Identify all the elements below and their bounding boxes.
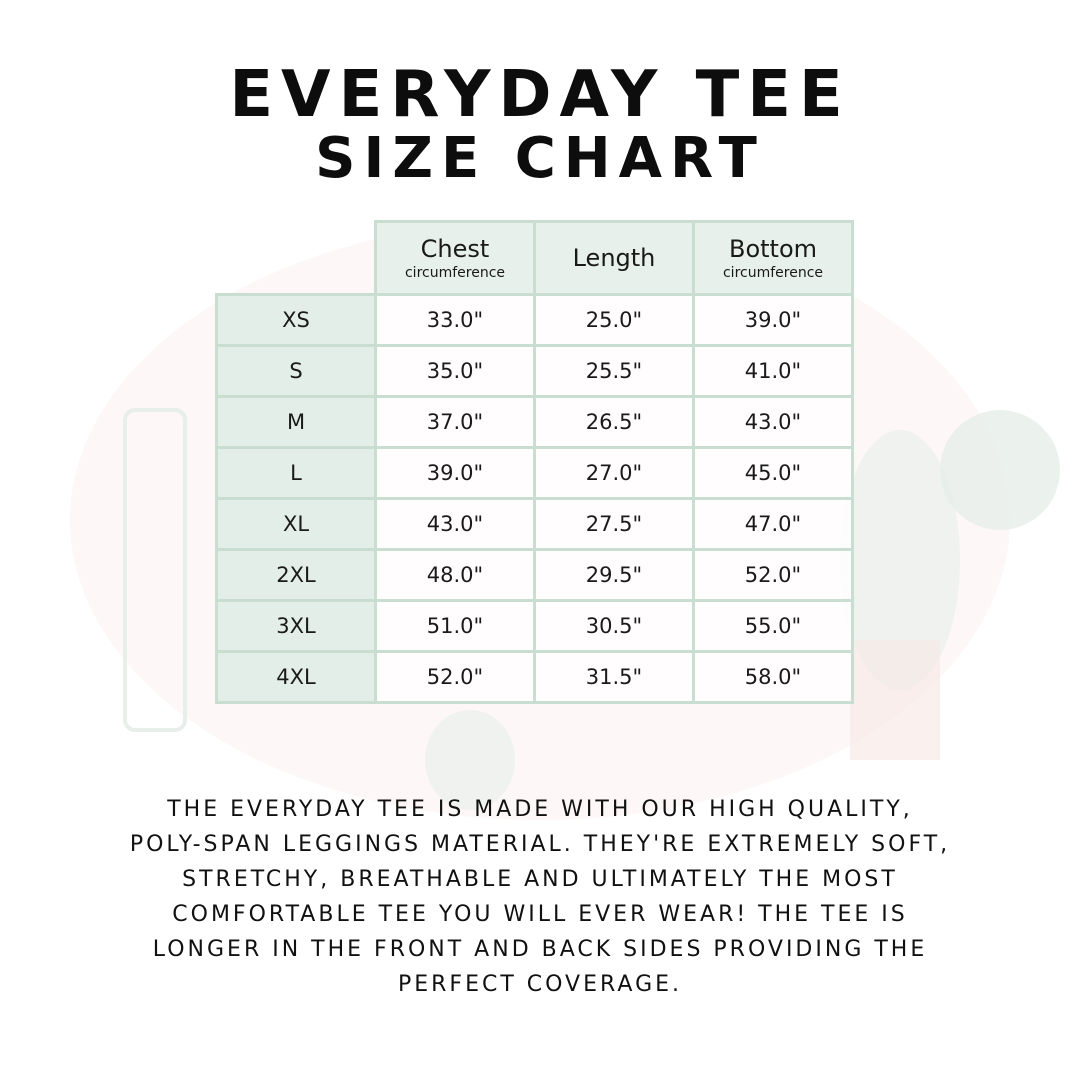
- bottom-cell: 52.0": [692, 548, 854, 602]
- table-row: 4XL 52.0" 31.5" 58.0": [215, 650, 854, 704]
- page-subtitle: SIZE CHART: [315, 126, 765, 191]
- table-row: M 37.0" 26.5" 43.0": [215, 395, 854, 449]
- description-line: The Everyday Tee is made with our high q…: [167, 797, 913, 822]
- description-line: perfect coverage.: [397, 972, 683, 997]
- length-cell: 27.0": [533, 446, 695, 500]
- size-cell: XS: [215, 293, 377, 347]
- length-cell: 25.0": [533, 293, 695, 347]
- header-label: Bottom: [728, 235, 818, 263]
- table-header-row: Chest circumference Length Bottom circumfe…: [217, 220, 854, 296]
- header-chest: Chest circumference: [374, 220, 536, 296]
- chest-cell: 33.0": [374, 293, 536, 347]
- bottom-cell: 47.0": [692, 497, 854, 551]
- description-line: longer in the front and back sides provi…: [152, 937, 928, 962]
- size-cell: XL: [215, 497, 377, 551]
- bottom-cell: 58.0": [692, 650, 854, 704]
- description-line: poly-span leggings material. They're ext…: [129, 832, 951, 857]
- header-sublabel: circumference: [722, 265, 824, 281]
- corner-cell: [217, 222, 376, 295]
- length-cell: 30.5": [533, 599, 695, 653]
- table-row: S 35.0" 25.5" 41.0": [215, 344, 854, 398]
- size-cell: L: [215, 446, 377, 500]
- bottom-cell: 43.0": [692, 395, 854, 449]
- size-cell: 2XL: [215, 548, 377, 602]
- chest-cell: 43.0": [374, 497, 536, 551]
- length-cell: 29.5": [533, 548, 695, 602]
- description-line: stretchy, breathable and ultimately the …: [182, 867, 898, 892]
- size-cell: 3XL: [215, 599, 377, 653]
- header-length: Length: [533, 220, 695, 296]
- header-label: Chest: [420, 235, 490, 263]
- size-cell: S: [215, 344, 377, 398]
- length-cell: 26.5": [533, 395, 695, 449]
- description-line: comfortable tee you will ever wear! The …: [172, 902, 908, 927]
- bottom-cell: 45.0": [692, 446, 854, 500]
- length-cell: 31.5": [533, 650, 695, 704]
- table-row: XS 33.0" 25.0" 39.0": [215, 293, 854, 347]
- chest-cell: 35.0": [374, 344, 536, 398]
- bottom-cell: 39.0": [692, 293, 854, 347]
- chest-cell: 39.0": [374, 446, 536, 500]
- bottom-cell: 55.0": [692, 599, 854, 653]
- table-row: 2XL 48.0" 29.5" 52.0": [215, 548, 854, 602]
- size-cell: 4XL: [215, 650, 377, 704]
- table-row: 3XL 51.0" 30.5" 55.0": [215, 599, 854, 653]
- size-cell: M: [215, 395, 377, 449]
- header-bottom: Bottom circumference: [692, 220, 854, 296]
- chest-cell: 37.0": [374, 395, 536, 449]
- bottom-cell: 41.0": [692, 344, 854, 398]
- header-sublabel: circumference: [404, 265, 506, 281]
- product-description: The Everyday Tee is made with our high q…: [60, 792, 1020, 1002]
- length-cell: 27.5": [533, 497, 695, 551]
- chest-cell: 51.0": [374, 599, 536, 653]
- table-row: XL 43.0" 27.5" 47.0": [215, 497, 854, 551]
- header-label: Length: [572, 244, 656, 272]
- size-chart-table: Chest circumference Length Bottom circumfe…: [215, 220, 854, 704]
- chest-cell: 48.0": [374, 548, 536, 602]
- chest-cell: 52.0": [374, 650, 536, 704]
- page-title: EVERYDAY TEE: [229, 58, 851, 132]
- length-cell: 25.5": [533, 344, 695, 398]
- table-row: L 39.0" 27.0" 45.0": [215, 446, 854, 500]
